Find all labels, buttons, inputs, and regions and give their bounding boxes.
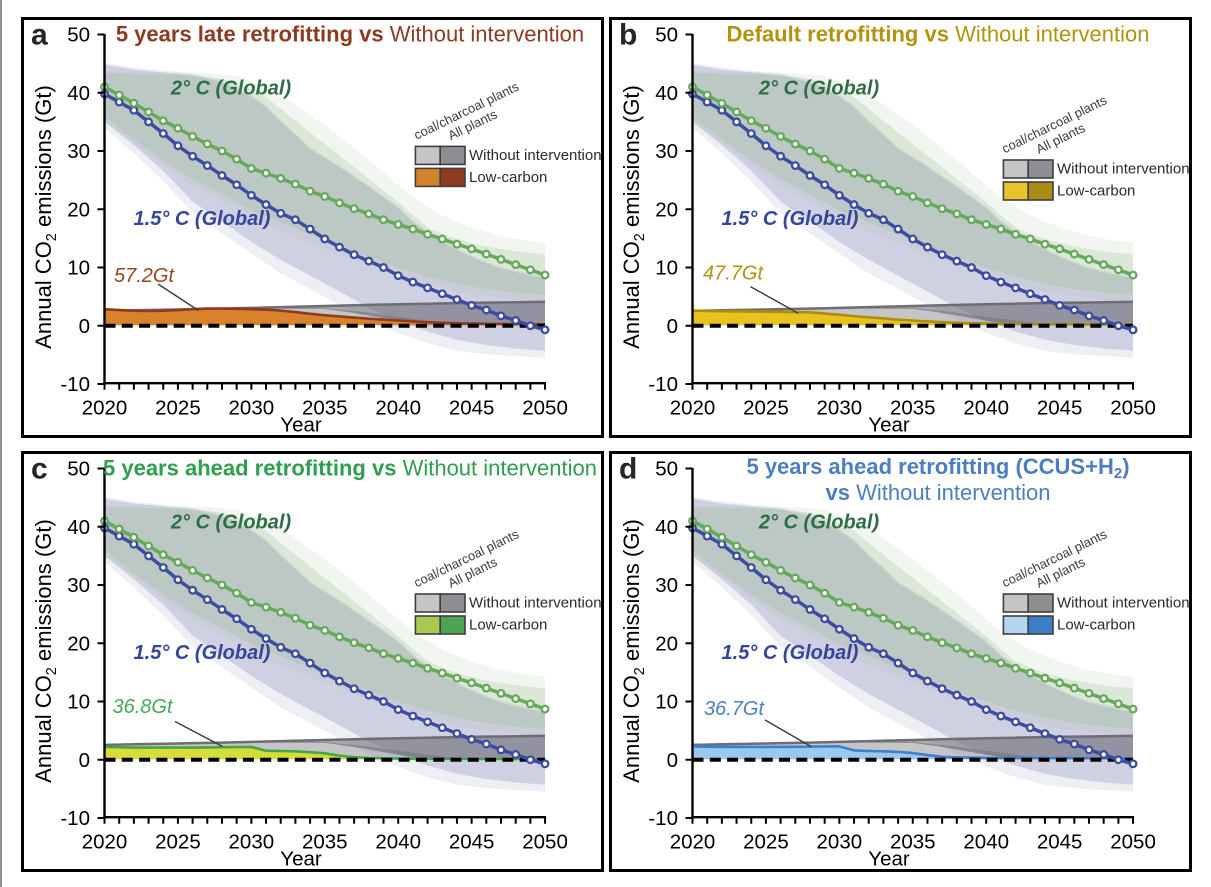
- svg-text:20: 20: [655, 198, 678, 221]
- svg-text:Annual CO2 emissions (Gt): Annual CO2 emissions (Gt): [619, 85, 648, 349]
- svg-text:2045: 2045: [449, 396, 495, 419]
- svg-text:2040: 2040: [963, 831, 1009, 854]
- svg-text:30: 30: [67, 140, 90, 163]
- svg-text:40: 40: [655, 81, 678, 104]
- svg-text:5 years late retrofitting vs W: 5 years late retrofitting vs Without int…: [116, 21, 584, 46]
- svg-text:2045: 2045: [1037, 396, 1083, 419]
- svg-text:2020: 2020: [82, 396, 128, 419]
- svg-text:-10: -10: [60, 807, 90, 830]
- svg-text:1.5° C (Global): 1.5° C (Global): [134, 642, 271, 664]
- svg-text:Without intervention: Without intervention: [1057, 595, 1190, 612]
- svg-text:10: 10: [655, 691, 678, 714]
- svg-text:2020: 2020: [670, 831, 716, 854]
- svg-text:0: 0: [79, 749, 90, 772]
- svg-text:30: 30: [655, 574, 678, 597]
- svg-text:2020: 2020: [82, 831, 128, 854]
- svg-text:1.5° C (Global): 1.5° C (Global): [134, 208, 271, 230]
- svg-text:Annual CO2 emissions (Gt): Annual CO2 emissions (Gt): [619, 519, 648, 783]
- svg-text:Low-carbon: Low-carbon: [469, 617, 547, 634]
- svg-text:2025: 2025: [743, 396, 789, 419]
- svg-text:-10: -10: [60, 373, 90, 396]
- svg-text:30: 30: [655, 140, 678, 163]
- svg-text:2025: 2025: [155, 831, 201, 854]
- svg-text:b: b: [619, 18, 637, 51]
- svg-text:d: d: [619, 453, 637, 486]
- svg-text:Year: Year: [868, 413, 910, 436]
- svg-text:36.7Gt: 36.7Gt: [704, 698, 765, 720]
- svg-text:Year: Year: [280, 413, 322, 436]
- svg-text:2° C (Global): 2° C (Global): [758, 77, 880, 99]
- svg-text:Low-carbon: Low-carbon: [469, 168, 547, 185]
- svg-text:2030: 2030: [817, 396, 863, 419]
- svg-text:Without intervention: Without intervention: [1057, 160, 1190, 177]
- svg-text:a: a: [31, 18, 48, 51]
- svg-text:2020: 2020: [670, 396, 716, 419]
- svg-text:Default retrofitting vs Withou: Default retrofitting vs Without interven…: [726, 21, 1149, 46]
- svg-text:0: 0: [79, 314, 90, 337]
- svg-text:50: 50: [67, 458, 90, 481]
- svg-text:50: 50: [67, 23, 90, 46]
- svg-text:20: 20: [655, 632, 678, 655]
- svg-text:2045: 2045: [1037, 831, 1083, 854]
- svg-text:2025: 2025: [155, 396, 201, 419]
- svg-text:2025: 2025: [743, 831, 789, 854]
- svg-text:20: 20: [67, 632, 90, 655]
- svg-text:10: 10: [655, 256, 678, 279]
- svg-text:Annual CO2 emissions (Gt): Annual CO2 emissions (Gt): [31, 85, 60, 349]
- svg-text:0: 0: [667, 314, 678, 337]
- svg-text:2030: 2030: [817, 831, 863, 854]
- svg-text:Year: Year: [868, 848, 910, 871]
- svg-text:vs Without intervention: vs Without intervention: [825, 480, 1050, 505]
- svg-text:c: c: [31, 453, 48, 486]
- svg-text:10: 10: [67, 691, 90, 714]
- svg-text:50: 50: [655, 458, 678, 481]
- svg-text:2050: 2050: [522, 831, 568, 854]
- svg-text:2050: 2050: [1110, 396, 1156, 419]
- svg-text:Annual CO2 emissions (Gt): Annual CO2 emissions (Gt): [31, 519, 60, 783]
- svg-text:10: 10: [67, 256, 90, 279]
- svg-text:2045: 2045: [449, 831, 495, 854]
- svg-text:2° C (Global): 2° C (Global): [758, 512, 880, 534]
- svg-text:1.5° C (Global): 1.5° C (Global): [722, 208, 859, 230]
- svg-text:2050: 2050: [1110, 831, 1156, 854]
- svg-text:2° C (Global): 2° C (Global): [170, 77, 292, 99]
- svg-text:Without intervention: Without intervention: [469, 595, 602, 612]
- svg-text:2035: 2035: [890, 831, 936, 854]
- svg-text:40: 40: [67, 81, 90, 104]
- svg-text:-10: -10: [648, 807, 678, 830]
- svg-text:-10: -10: [648, 373, 678, 396]
- svg-text:Low-carbon: Low-carbon: [1057, 182, 1135, 199]
- svg-text:47.7Gt: 47.7Gt: [703, 262, 764, 284]
- svg-text:2040: 2040: [375, 831, 421, 854]
- svg-text:1.5° C (Global): 1.5° C (Global): [722, 642, 859, 664]
- svg-text:2040: 2040: [963, 396, 1009, 419]
- svg-text:20: 20: [67, 198, 90, 221]
- svg-text:0: 0: [667, 749, 678, 772]
- svg-text:40: 40: [655, 516, 678, 539]
- svg-text:2035: 2035: [302, 831, 348, 854]
- svg-text:Low-carbon: Low-carbon: [1057, 617, 1135, 634]
- svg-text:2° C (Global): 2° C (Global): [170, 512, 292, 534]
- svg-text:57.2Gt: 57.2Gt: [114, 265, 175, 287]
- svg-text:5 years ahead retrofitting vs: 5 years ahead retrofitting vs Without in…: [103, 456, 597, 481]
- svg-text:2050: 2050: [522, 396, 568, 419]
- svg-text:50: 50: [655, 23, 678, 46]
- svg-text:2030: 2030: [229, 831, 275, 854]
- svg-text:2030: 2030: [229, 396, 275, 419]
- svg-text:5 years ahead retrofitting (CC: 5 years ahead retrofitting (CCUS+H2): [746, 454, 1129, 482]
- svg-text:Year: Year: [280, 848, 322, 871]
- svg-text:36.8Gt: 36.8Gt: [112, 696, 173, 718]
- svg-text:Without intervention: Without intervention: [469, 146, 602, 163]
- svg-text:2035: 2035: [890, 396, 936, 419]
- svg-text:40: 40: [67, 516, 90, 539]
- svg-text:2035: 2035: [302, 396, 348, 419]
- svg-text:2040: 2040: [375, 396, 421, 419]
- svg-text:30: 30: [67, 574, 90, 597]
